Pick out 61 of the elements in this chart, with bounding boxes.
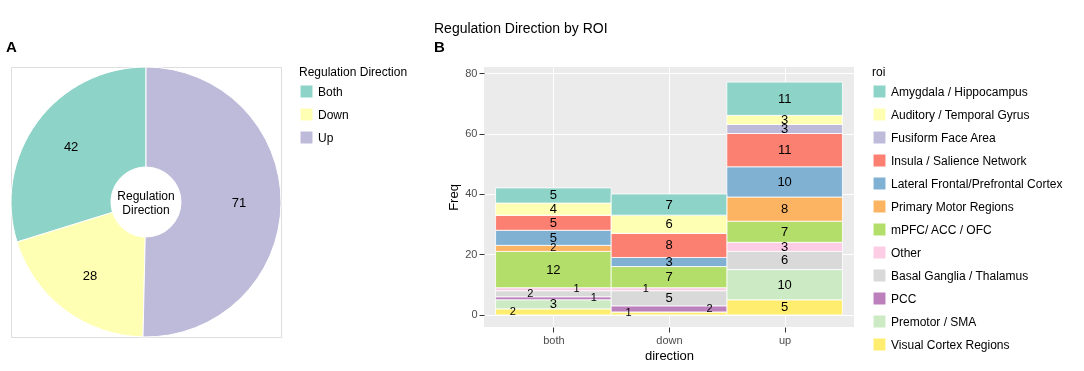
text: B — [434, 38, 445, 55]
legend-label: Down — [318, 107, 349, 122]
data-label: 2 — [509, 304, 516, 317]
legend-label: Both — [318, 84, 343, 99]
legend-label: Primary Motor Regions — [891, 199, 1014, 214]
data-label: 3 — [549, 296, 557, 312]
data-label: 28 — [82, 268, 98, 284]
y-tick-label: 60 — [465, 127, 478, 140]
data-label: 3 — [781, 238, 789, 254]
y-tick-label: 0 — [471, 308, 478, 321]
legend-title: Regulation Direction — [299, 65, 408, 79]
legend-label: Premotor / SMA — [891, 314, 977, 329]
data-label: 5 — [665, 290, 673, 306]
chart-title: Regulation Direction by ROI — [434, 20, 608, 36]
data-label: 7 — [665, 269, 673, 285]
data-label: 5 — [549, 187, 557, 203]
legend-label: Auditory / Temporal Gyrus — [891, 107, 1030, 122]
x-axis-title: direction — [644, 347, 695, 363]
y-tick-label: 20 — [465, 247, 478, 260]
legend-label: mPFC/ ACC / OFC — [891, 222, 992, 237]
data-label: 5 — [781, 299, 789, 315]
text: A — [6, 38, 17, 55]
y-tick-label: 80 — [465, 66, 478, 79]
data-label: 12 — [546, 261, 561, 277]
y-axis-title: Freq — [446, 184, 462, 211]
x-tick-label: both — [543, 333, 565, 346]
legend-label: Up — [318, 130, 334, 145]
data-label: 2 — [527, 286, 534, 299]
legend-label: Amygdala / Hippocampus — [891, 84, 1028, 99]
data-label: 10 — [777, 173, 792, 189]
data-label: 1 — [590, 291, 597, 304]
x-tick-label: down — [656, 333, 683, 346]
text: Regulation Direction — [117, 189, 175, 217]
legend-label: Other — [891, 245, 922, 260]
legend-label: Fusiform Face Area — [891, 130, 997, 145]
data-label: 8 — [665, 237, 673, 253]
data-label: 71 — [231, 195, 247, 211]
data-label: 7 — [665, 196, 673, 212]
data-label: 8 — [781, 201, 789, 217]
data-label: 6 — [781, 252, 789, 268]
data-label: 10 — [777, 276, 792, 292]
legend-label: Lateral Frontal/Prefrontal Cortex — [891, 176, 1063, 191]
data-label: 11 — [777, 142, 792, 158]
data-label: 42 — [63, 138, 79, 154]
data-label: 4 — [549, 201, 557, 217]
legend-label: Visual Cortex Regions — [891, 337, 1010, 352]
legend-label: Basal Ganglia / Thalamus — [891, 268, 1029, 283]
y-tick-label: 40 — [465, 187, 478, 200]
legend-label: Insula / Salience Network — [891, 153, 1028, 168]
data-label: 7 — [781, 223, 789, 239]
data-label: 2 — [706, 301, 713, 314]
x-tick-label: up — [779, 333, 792, 346]
data-label: 3 — [665, 254, 673, 269]
data-label: 1 — [573, 282, 580, 295]
legend-title: roi — [872, 65, 886, 79]
data-label: 6 — [665, 216, 673, 232]
data-label: 5 — [549, 214, 557, 230]
data-label: 1 — [642, 282, 649, 295]
data-label: 1 — [625, 306, 632, 319]
legend-label: PCC — [891, 291, 917, 306]
data-label: 11 — [777, 90, 792, 106]
